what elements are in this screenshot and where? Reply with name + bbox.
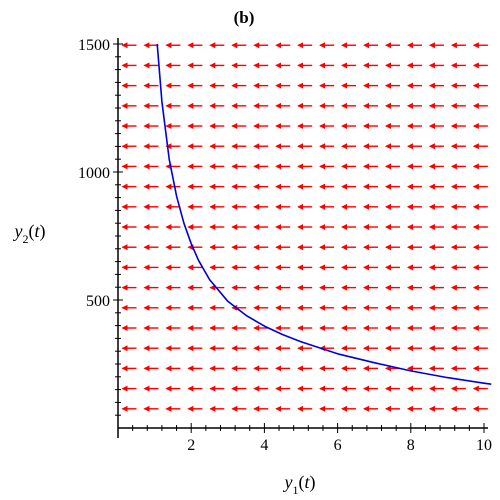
chart-title: (b) (234, 8, 255, 27)
x-tick-label: 6 (334, 437, 342, 454)
x-tick-label: 8 (407, 437, 415, 454)
tick-labels: 2 4 6 8 10 500 1000 1500 (78, 37, 492, 454)
axes (113, 38, 488, 438)
solution-curve-layer (156, 43, 492, 385)
direction-field (121, 42, 488, 412)
solution-curve (156, 43, 492, 385)
y-tick-label: 1500 (78, 37, 110, 54)
x-axis-label: y1(t) (282, 472, 315, 497)
x-tick-label: 10 (476, 437, 492, 454)
x-tick-label: 2 (187, 437, 195, 454)
x-tick-label: 4 (260, 437, 268, 454)
y-tick-label: 1000 (78, 165, 110, 182)
y-tick-label: 500 (86, 293, 110, 310)
y-axis-label: y2(t) (12, 221, 45, 246)
